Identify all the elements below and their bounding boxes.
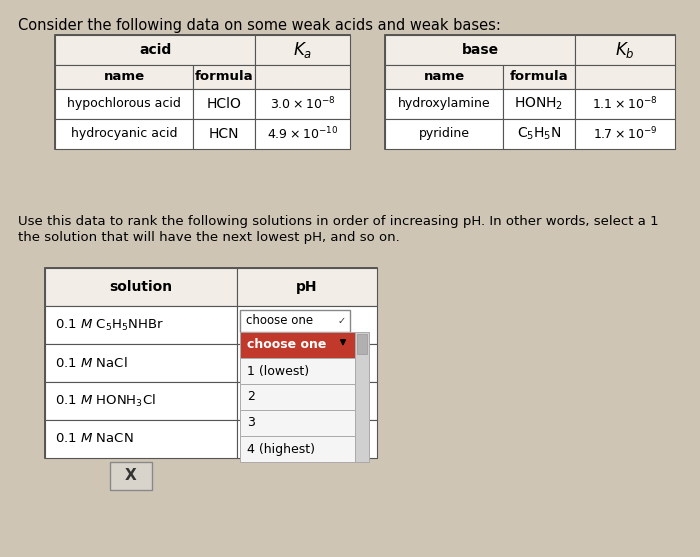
Bar [385,35,575,65]
Bar [237,268,377,306]
Bar [45,306,237,344]
Text: name: name [104,71,145,84]
Text: formula: formula [510,71,568,84]
Bar [237,306,377,344]
Text: HONH$_2$: HONH$_2$ [514,96,564,112]
Bar [503,119,575,149]
Bar [193,65,255,89]
Text: name: name [424,71,465,84]
Bar [385,35,675,149]
Bar [55,35,255,65]
Text: C$_5$H$_5$N: C$_5$H$_5$N [517,126,561,142]
Text: HCN: HCN [209,127,239,141]
Text: $3.0 \times 10^{-8}$: $3.0 \times 10^{-8}$ [270,96,335,113]
Text: choose one: choose one [247,339,326,351]
Bar [45,268,377,458]
Bar [45,268,237,306]
Bar [575,119,675,149]
Bar [55,65,193,89]
Text: 2: 2 [247,390,255,403]
Text: ✓: ✓ [338,316,346,326]
Bar [45,420,237,458]
Bar [255,89,350,119]
Text: 0.1 $M$ HONH$_3$Cl: 0.1 $M$ HONH$_3$Cl [55,393,156,409]
Bar [575,65,675,89]
Text: 0.1 $M$ NaCl: 0.1 $M$ NaCl [55,356,127,370]
Bar [575,35,675,65]
Bar [45,382,237,420]
Bar [385,119,503,149]
Text: $1.1 \times 10^{-8}$: $1.1 \times 10^{-8}$ [592,96,658,113]
Text: $K_a$: $K_a$ [293,40,312,60]
Text: pyridine: pyridine [419,128,470,140]
Text: HClO: HClO [206,97,242,111]
Text: 0.1 $M$ C$_5$H$_5$NHBr: 0.1 $M$ C$_5$H$_5$NHBr [55,317,164,333]
Bar [55,119,193,149]
Text: 4 (highest): 4 (highest) [247,442,315,456]
Bar [503,65,575,89]
Bar [240,358,355,384]
Bar [193,119,255,149]
Bar [45,344,237,382]
Bar [237,382,377,420]
Bar [240,310,350,332]
Bar [55,35,350,149]
Text: $4.9 \times 10^{-10}$: $4.9 \times 10^{-10}$ [267,126,338,142]
Text: pH: pH [296,280,318,294]
Text: 1 (lowest): 1 (lowest) [247,364,309,378]
Bar [240,332,355,358]
Bar [255,119,350,149]
Text: solution: solution [109,280,173,294]
Bar [237,420,377,458]
Text: hydrocyanic acid: hydrocyanic acid [71,128,177,140]
Text: 0.1 $M$ NaCN: 0.1 $M$ NaCN [55,432,134,446]
Text: 3: 3 [247,417,255,429]
Text: Use this data to rank the following solutions in order of increasing pH. In othe: Use this data to rank the following solu… [18,215,659,228]
Text: acid: acid [139,43,171,57]
Bar [55,89,193,119]
Bar [237,344,377,382]
Text: the solution that will have the next lowest pH, and so on.: the solution that will have the next low… [18,231,400,244]
Bar [385,65,503,89]
Bar [385,89,503,119]
Text: hypochlorous acid: hypochlorous acid [67,97,181,110]
Bar [357,334,367,354]
Text: choose one: choose one [246,315,313,328]
Text: Consider the following data on some weak acids and weak bases:: Consider the following data on some weak… [18,18,501,33]
Text: base: base [461,43,498,57]
Text: formula: formula [195,71,253,84]
Bar [110,462,152,490]
Bar [193,89,255,119]
Bar [240,436,355,462]
Bar [255,65,350,89]
Text: X: X [125,468,137,483]
Text: $K_b$: $K_b$ [615,40,635,60]
Bar [355,332,369,462]
Bar [240,384,355,410]
Bar [255,35,350,65]
Bar [240,410,355,436]
Text: $1.7 \times 10^{-9}$: $1.7 \times 10^{-9}$ [593,126,657,142]
Text: hydroxylamine: hydroxylamine [398,97,490,110]
Bar [503,89,575,119]
Bar [575,89,675,119]
